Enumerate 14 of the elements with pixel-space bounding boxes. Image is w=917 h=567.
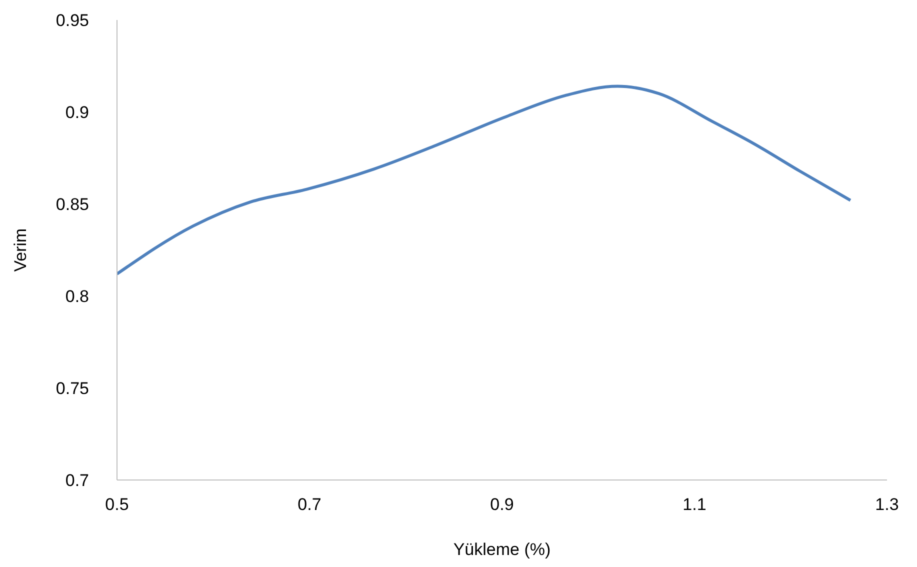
y-axis-title: Verim <box>11 228 30 272</box>
y-tick-label: 0.7 <box>65 471 89 490</box>
y-tick-label: 0.8 <box>65 287 89 306</box>
y-tick-label: 0.9 <box>65 103 89 122</box>
y-tick-label: 0.75 <box>56 379 89 398</box>
x-tick-label: 1.1 <box>682 495 706 514</box>
x-axis-title: Yükleme (%) <box>453 540 551 559</box>
x-tick-label: 0.7 <box>298 495 322 514</box>
y-tick-label: 0.85 <box>56 195 89 214</box>
line-series <box>117 84 852 276</box>
x-tick-label: 1.3 <box>875 495 899 514</box>
x-tick-label: 0.5 <box>105 495 129 514</box>
y-tick-label: 0.95 <box>56 11 89 30</box>
x-tick-label: 0.9 <box>490 495 514 514</box>
